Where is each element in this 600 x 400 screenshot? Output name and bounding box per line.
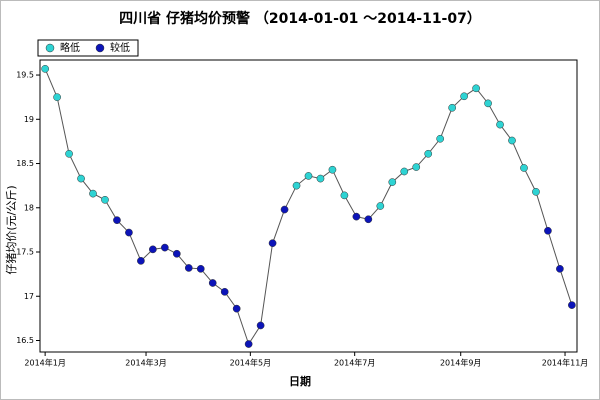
marker xyxy=(89,189,97,198)
marker xyxy=(532,187,540,196)
marker xyxy=(292,181,301,190)
x-axis-label: 日期 xyxy=(289,374,311,388)
marker xyxy=(304,172,313,180)
marker xyxy=(352,212,361,221)
x-tick-label: 2014年9月 xyxy=(440,358,481,368)
marker xyxy=(364,215,373,224)
legend-box xyxy=(37,39,139,57)
marker xyxy=(448,103,457,112)
marker xyxy=(149,245,157,254)
marker xyxy=(77,174,85,183)
chart-title: 四川省 仔猪均价预警 （2014-01-01 ～2014-11-07） xyxy=(119,10,481,27)
marker xyxy=(244,340,253,348)
legend-marker xyxy=(45,43,55,53)
marker xyxy=(53,93,61,102)
marker xyxy=(544,226,552,235)
marker xyxy=(101,195,109,204)
marker xyxy=(496,120,504,129)
marker xyxy=(113,216,121,225)
marker xyxy=(340,191,349,200)
marker xyxy=(388,178,397,186)
x-tick-label: 2014年3月 xyxy=(125,358,166,368)
marker xyxy=(484,99,492,108)
marker xyxy=(184,264,193,272)
marker xyxy=(65,149,73,158)
marker xyxy=(556,264,564,273)
y-tick-label: 17.5 xyxy=(16,248,34,257)
legend-label: 略低 xyxy=(60,41,80,54)
marker xyxy=(196,264,205,273)
marker xyxy=(256,321,265,330)
legend-label: 较低 xyxy=(110,41,130,54)
y-tick-label: 19 xyxy=(24,115,34,124)
marker xyxy=(41,64,49,73)
y-tick-label: 19.5 xyxy=(16,71,34,80)
marker xyxy=(137,257,145,265)
marker xyxy=(232,304,241,313)
marker xyxy=(328,165,337,174)
marker xyxy=(376,202,385,210)
marker xyxy=(125,228,133,237)
x-tick-label: 2014年5月 xyxy=(230,358,271,368)
marker xyxy=(424,149,433,158)
y-tick-label: 17 xyxy=(24,292,34,301)
marker xyxy=(268,239,277,248)
marker xyxy=(520,164,528,172)
marker xyxy=(220,287,229,296)
y-tick-label: 16.5 xyxy=(16,336,34,345)
x-tick-label: 2014年1月 xyxy=(24,358,65,368)
marker xyxy=(412,163,421,171)
y-axis-label: 仔猪均价(元/公斤) xyxy=(5,185,18,274)
marker xyxy=(280,205,289,214)
marker xyxy=(508,136,516,145)
y-tick-label: 18 xyxy=(24,203,34,212)
marker xyxy=(436,134,445,143)
marker xyxy=(568,301,576,309)
marker xyxy=(460,92,468,101)
marker xyxy=(172,249,181,258)
marker xyxy=(160,243,169,252)
x-tick-label: 2014年7月 xyxy=(334,358,375,368)
marker xyxy=(208,279,217,287)
y-tick-label: 18.5 xyxy=(16,159,34,168)
marker xyxy=(316,174,325,183)
x-tick-label: 2014年11月 xyxy=(542,358,589,368)
marker xyxy=(400,167,409,176)
legend-marker xyxy=(95,43,105,53)
marker xyxy=(472,84,480,93)
plot-area xyxy=(39,59,578,353)
